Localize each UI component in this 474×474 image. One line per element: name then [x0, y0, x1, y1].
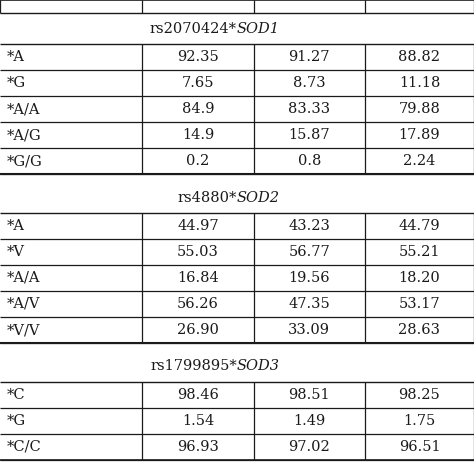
Text: *V/V: *V/V	[7, 323, 41, 337]
Text: 15.87: 15.87	[289, 128, 330, 142]
Text: 18.20: 18.20	[399, 271, 440, 285]
Text: 1.75: 1.75	[403, 414, 436, 428]
Text: 7.65: 7.65	[182, 76, 214, 90]
Text: 55.03: 55.03	[177, 245, 219, 259]
Text: 0.8: 0.8	[298, 154, 321, 168]
Text: 88.82: 88.82	[399, 50, 440, 64]
Text: *G: *G	[7, 76, 26, 90]
Text: 97.02: 97.02	[288, 440, 330, 454]
Text: *G/G: *G/G	[7, 154, 43, 168]
Text: 11.18: 11.18	[399, 76, 440, 90]
Text: SOD2: SOD2	[237, 191, 280, 205]
Text: 19.56: 19.56	[289, 271, 330, 285]
Text: 14.9: 14.9	[182, 128, 214, 142]
Text: *A/A: *A/A	[7, 271, 41, 285]
Text: rs4880*: rs4880*	[178, 191, 237, 205]
Text: *A/A: *A/A	[7, 102, 41, 116]
Text: 92.35: 92.35	[177, 50, 219, 64]
Text: *A/V: *A/V	[7, 297, 41, 311]
Text: 96.93: 96.93	[177, 440, 219, 454]
Text: 83.33: 83.33	[288, 102, 330, 116]
Text: 1.49: 1.49	[293, 414, 326, 428]
Text: 56.77: 56.77	[288, 245, 330, 259]
Text: 17.89: 17.89	[399, 128, 440, 142]
Text: SOD1: SOD1	[237, 22, 280, 36]
Text: 98.25: 98.25	[399, 388, 440, 401]
Text: rs1799895*: rs1799895*	[150, 359, 237, 374]
Text: 98.46: 98.46	[177, 388, 219, 401]
Text: *A: *A	[7, 50, 25, 64]
Text: 8.73: 8.73	[293, 76, 326, 90]
Text: 53.17: 53.17	[399, 297, 440, 311]
Text: rs2070424*: rs2070424*	[150, 22, 237, 36]
Text: *C/C: *C/C	[7, 440, 42, 454]
Text: 33.09: 33.09	[288, 323, 330, 337]
Text: 84.9: 84.9	[182, 102, 214, 116]
Text: 79.88: 79.88	[399, 102, 440, 116]
Text: 16.84: 16.84	[177, 271, 219, 285]
Text: 96.51: 96.51	[399, 440, 440, 454]
Text: *G: *G	[7, 414, 26, 428]
Text: 44.79: 44.79	[399, 219, 440, 233]
Text: 47.35: 47.35	[288, 297, 330, 311]
Text: *A: *A	[7, 219, 25, 233]
Text: 43.23: 43.23	[288, 219, 330, 233]
Text: 44.97: 44.97	[177, 219, 219, 233]
Text: 91.27: 91.27	[289, 50, 330, 64]
Text: 2.24: 2.24	[403, 154, 436, 168]
Text: 0.2: 0.2	[186, 154, 210, 168]
Text: 55.21: 55.21	[399, 245, 440, 259]
Text: 98.51: 98.51	[289, 388, 330, 401]
Text: SOD3: SOD3	[237, 359, 280, 374]
Text: 56.26: 56.26	[177, 297, 219, 311]
Text: *C: *C	[7, 388, 26, 401]
Text: 26.90: 26.90	[177, 323, 219, 337]
Text: *A/G: *A/G	[7, 128, 42, 142]
Text: 1.54: 1.54	[182, 414, 214, 428]
Text: 28.63: 28.63	[399, 323, 440, 337]
Text: *V: *V	[7, 245, 25, 259]
